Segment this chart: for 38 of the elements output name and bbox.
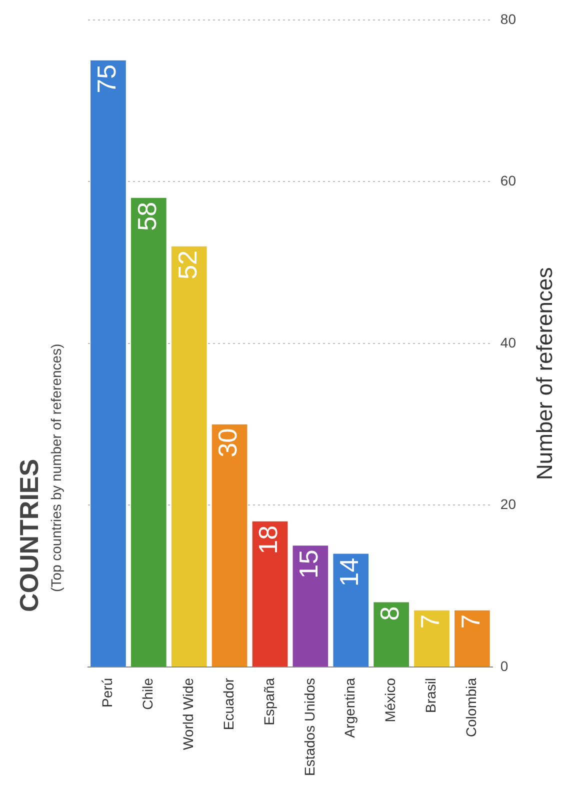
x-tick-label: Colombia <box>463 678 480 738</box>
x-tick-label: España <box>260 678 277 726</box>
x-tick-label: Ecuador <box>220 678 236 730</box>
x-tick-label: Argentina <box>342 678 358 738</box>
y-tick-label: 20 <box>500 496 516 512</box>
y-tick-label: 40 <box>500 334 516 350</box>
data-label: 75 <box>91 64 122 94</box>
bar <box>130 198 166 666</box>
bar <box>333 554 369 666</box>
x-tick-label: México <box>382 678 398 722</box>
bar <box>171 246 207 666</box>
bar <box>90 60 126 666</box>
x-tick-label: Estados Unidos <box>301 678 318 776</box>
y-tick-label: 60 <box>500 172 516 189</box>
data-label: 8 <box>374 606 404 621</box>
data-label: 30 <box>212 428 243 458</box>
x-tick-label: Perú <box>99 678 116 708</box>
bar <box>374 602 409 666</box>
bar <box>292 546 328 666</box>
x-tick-label: World Wide <box>180 678 196 750</box>
x-tick-label: Chile <box>140 678 156 710</box>
data-label: 52 <box>172 250 202 280</box>
bar <box>252 521 288 666</box>
x-tick-label: Brasil <box>422 678 439 713</box>
text: COUNTRIES <box>14 458 45 612</box>
data-label: 7 <box>414 614 445 629</box>
bar <box>414 610 450 666</box>
data-label: 15 <box>294 550 324 579</box>
data-label: 14 <box>334 558 364 587</box>
data-label: 7 <box>455 614 486 629</box>
y-tick-label: 80 <box>500 10 516 27</box>
y-tick-label: 0 <box>500 658 508 674</box>
text: (Top countries by number of references) <box>48 344 64 592</box>
bar <box>212 424 248 666</box>
data-label: 58 <box>132 202 162 231</box>
bar <box>454 610 490 666</box>
data-label: 18 <box>253 525 284 554</box>
y-axis-title: Number of references <box>532 267 558 480</box>
